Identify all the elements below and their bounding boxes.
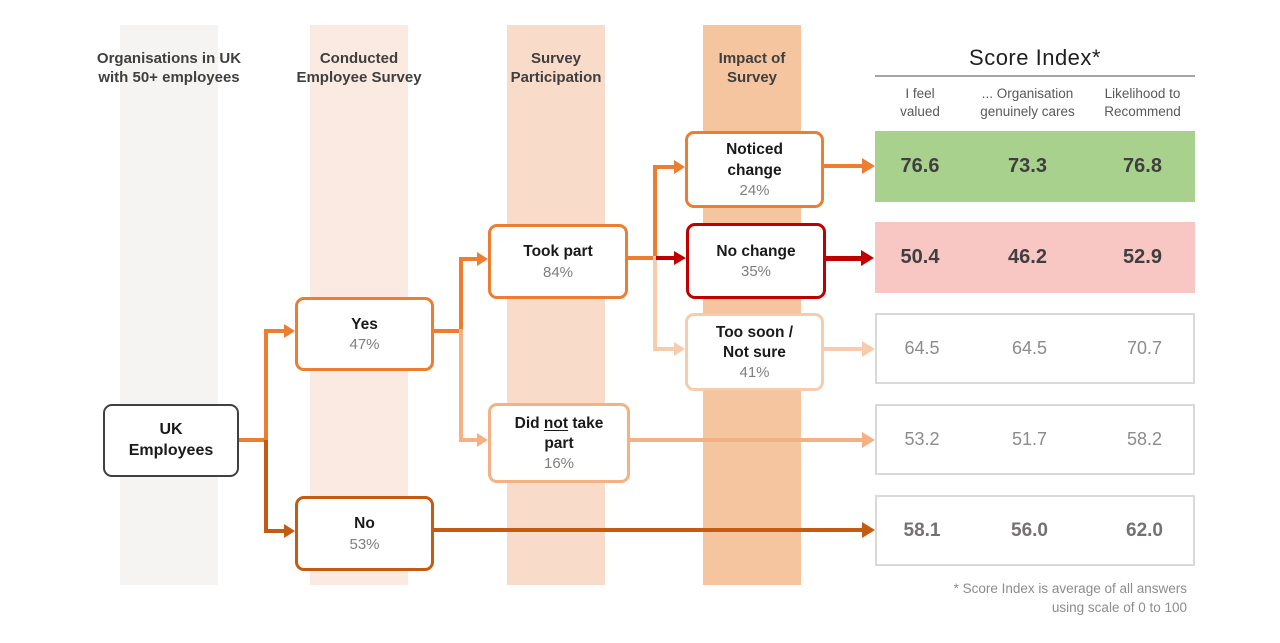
score-index-footnote: * Score Index is average of all answers … bbox=[953, 581, 1187, 615]
node-yes-percent: 47% bbox=[349, 336, 380, 354]
edge-to-too-soon bbox=[653, 347, 675, 351]
arrowhead-row1 bbox=[862, 158, 875, 174]
node-uk-employees-label: UK Employees bbox=[128, 420, 214, 459]
edge-yes-to-tookpart-vertical bbox=[459, 257, 463, 333]
column-header-impact: Impact of Survey bbox=[718, 50, 786, 86]
arrowhead-row2 bbox=[861, 250, 874, 266]
score-index-column-headers: I feel valued ... Organisation genuinely… bbox=[875, 85, 1195, 121]
score-value: 73.3 bbox=[1008, 155, 1047, 177]
edge-to-toosoon-vertical bbox=[653, 256, 657, 349]
score-value: 76.6 bbox=[900, 155, 940, 177]
score-value: 64.5 bbox=[904, 338, 940, 358]
arrowhead-yes bbox=[284, 324, 295, 338]
arrowhead-row5 bbox=[862, 522, 875, 538]
node-too-soon-not-sure: Too soon / Not sure 41% bbox=[685, 313, 824, 391]
node-took-part: Took part 84% bbox=[488, 224, 628, 299]
score-index-rule bbox=[875, 75, 1195, 77]
edge-to-took-part bbox=[459, 257, 478, 261]
score-value: 58.2 bbox=[1126, 429, 1163, 449]
edge-uk-stub bbox=[235, 438, 267, 442]
node-no-label: No bbox=[354, 515, 375, 533]
node-noticed-change: Noticed change 24% bbox=[685, 131, 824, 208]
edge-yes-to-didnot-vertical bbox=[459, 329, 463, 440]
arrowhead-row4 bbox=[862, 432, 875, 448]
node-uk-employees: UK Employees bbox=[103, 404, 239, 477]
arrowhead-too-soon bbox=[674, 342, 685, 356]
score-col-likelihood-recommend: Likelihood to Recommend bbox=[1104, 86, 1181, 120]
score-value: 62.0 bbox=[1126, 519, 1163, 541]
edge-to-did-not bbox=[459, 438, 478, 442]
score-row-noticed-change: 76.6 73.3 76.8 bbox=[875, 131, 1195, 202]
arrowhead-did-not bbox=[477, 433, 488, 447]
score-value: 52.9 bbox=[1123, 246, 1162, 268]
column-header-organisations: Organisations in UK with 50+ employees bbox=[96, 50, 242, 86]
column-band-impact bbox=[703, 25, 801, 585]
edge-no-to-row5 bbox=[428, 528, 863, 532]
score-value: 70.7 bbox=[1126, 338, 1163, 358]
node-no-change: No change 35% bbox=[686, 223, 826, 299]
score-index-title: Score Index* bbox=[969, 45, 1101, 70]
score-row-no-change: 50.4 46.2 52.9 bbox=[875, 222, 1195, 293]
node-no-change-percent: 35% bbox=[740, 263, 772, 281]
node-no-change-label: No change bbox=[716, 242, 796, 260]
edge-to-noticed bbox=[653, 165, 675, 169]
node-noticed-change-percent: 24% bbox=[739, 181, 770, 199]
score-row-no-survey: 58.1 56.0 62.0 bbox=[875, 495, 1195, 566]
node-too-soon-label: Too soon / Not sure bbox=[715, 323, 794, 361]
score-value: 50.4 bbox=[900, 246, 940, 268]
arrowhead-row3 bbox=[862, 341, 875, 357]
node-yes-label: Yes bbox=[351, 315, 378, 333]
score-value: 51.7 bbox=[1011, 429, 1048, 449]
node-did-not-take-part-label: Did not take part bbox=[507, 414, 611, 454]
edge-didnot-to-row4 bbox=[624, 438, 863, 442]
arrowhead-noticed bbox=[674, 160, 685, 174]
column-band-participation bbox=[507, 25, 605, 585]
did-not-label-prefix: Did bbox=[514, 414, 544, 432]
arrowhead-took-part bbox=[477, 252, 488, 266]
node-noticed-change-label: Noticed change bbox=[726, 141, 783, 179]
node-did-not-take-part-percent: 16% bbox=[543, 455, 575, 473]
edge-uk-to-yes-vertical bbox=[264, 329, 268, 441]
edge-nochange-to-row2 bbox=[820, 256, 862, 261]
node-yes: Yes 47% bbox=[295, 297, 434, 371]
edge-tookpart-stub bbox=[622, 256, 656, 260]
edge-noticed-to-row1 bbox=[818, 164, 863, 168]
edge-to-no-change bbox=[656, 256, 675, 260]
edge-to-noticed-vertical bbox=[653, 165, 657, 260]
node-did-not-take-part: Did not take part 16% bbox=[488, 403, 630, 483]
score-value: 56.0 bbox=[1011, 519, 1048, 541]
edge-uk-to-no-vertical bbox=[264, 440, 268, 533]
edge-to-no bbox=[264, 529, 285, 533]
edge-to-yes bbox=[264, 329, 285, 333]
node-no: No 53% bbox=[295, 496, 434, 571]
score-row-too-soon: 64.5 64.5 70.7 bbox=[875, 313, 1195, 384]
score-value: 46.2 bbox=[1008, 246, 1047, 268]
edge-yes-stub bbox=[428, 329, 462, 333]
node-too-soon-percent: 41% bbox=[739, 364, 770, 382]
node-no-percent: 53% bbox=[349, 535, 380, 553]
score-value: 58.1 bbox=[903, 519, 941, 541]
arrowhead-no bbox=[284, 524, 295, 538]
score-value: 76.8 bbox=[1123, 155, 1162, 177]
score-row-did-not-take-part: 53.2 51.7 58.2 bbox=[875, 404, 1195, 475]
node-took-part-percent: 84% bbox=[542, 263, 574, 281]
arrowhead-no-change bbox=[674, 251, 686, 265]
did-not-label-underlined: not bbox=[543, 414, 569, 432]
score-col-i-feel-valued: I feel valued bbox=[900, 86, 940, 120]
score-col-organisation-cares: ... Organisation genuinely cares bbox=[980, 86, 1075, 120]
edge-toosoon-to-row3 bbox=[818, 347, 863, 351]
score-value: 53.2 bbox=[904, 429, 940, 449]
did-not-label-suffix: take part bbox=[544, 414, 604, 452]
column-header-participation: Survey Participation bbox=[510, 50, 602, 86]
column-band-organisations bbox=[120, 25, 218, 585]
column-header-conducted-survey: Conducted Employee Survey bbox=[296, 50, 422, 86]
node-took-part-label: Took part bbox=[523, 243, 593, 261]
score-value: 64.5 bbox=[1011, 338, 1048, 358]
